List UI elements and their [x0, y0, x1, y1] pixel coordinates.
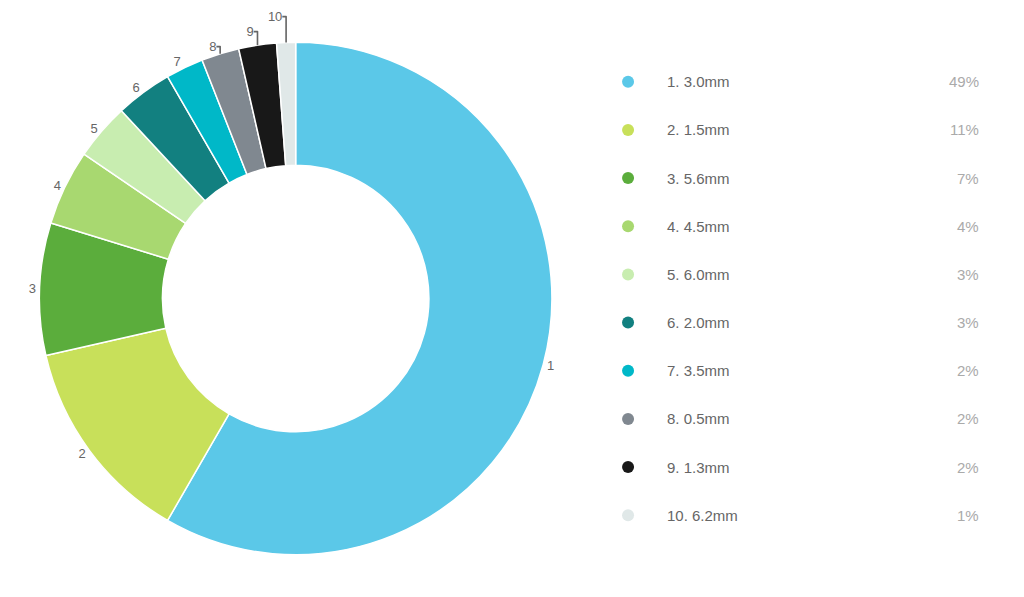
- svg-text:8: 8: [209, 39, 216, 54]
- svg-text:6: 6: [133, 80, 140, 95]
- svg-text:9. 1.3mm: 9. 1.3mm: [667, 459, 730, 476]
- svg-text:4: 4: [54, 178, 61, 193]
- svg-text:6. 2.0mm: 6. 2.0mm: [667, 314, 730, 331]
- svg-text:1%: 1%: [957, 507, 979, 524]
- svg-text:4. 4.5mm: 4. 4.5mm: [667, 218, 730, 235]
- svg-text:10: 10: [268, 9, 282, 24]
- svg-text:7. 3.5mm: 7. 3.5mm: [667, 362, 730, 379]
- svg-text:7: 7: [174, 54, 181, 69]
- svg-text:7%: 7%: [957, 170, 979, 187]
- svg-text:3: 3: [29, 281, 36, 296]
- svg-text:3%: 3%: [957, 266, 979, 283]
- svg-text:2. 1.5mm: 2. 1.5mm: [667, 121, 730, 138]
- svg-text:3. 5.6mm: 3. 5.6mm: [667, 170, 730, 187]
- svg-text:8. 0.5mm: 8. 0.5mm: [667, 410, 730, 427]
- svg-text:5: 5: [90, 121, 97, 136]
- svg-text:10. 6.2mm: 10. 6.2mm: [667, 507, 738, 524]
- svg-text:5. 6.0mm: 5. 6.0mm: [667, 266, 730, 283]
- svg-text:49%: 49%: [949, 73, 979, 90]
- svg-text:2%: 2%: [957, 410, 979, 427]
- svg-text:4%: 4%: [957, 218, 979, 235]
- svg-text:1. 3.0mm: 1. 3.0mm: [667, 73, 730, 90]
- svg-text:9: 9: [247, 24, 254, 39]
- svg-text:2%: 2%: [957, 362, 979, 379]
- svg-text:3%: 3%: [957, 314, 979, 331]
- svg-text:1: 1: [547, 358, 554, 373]
- svg-text:2: 2: [79, 446, 86, 461]
- svg-text:11%: 11%: [950, 121, 979, 138]
- svg-text:2%: 2%: [957, 459, 979, 476]
